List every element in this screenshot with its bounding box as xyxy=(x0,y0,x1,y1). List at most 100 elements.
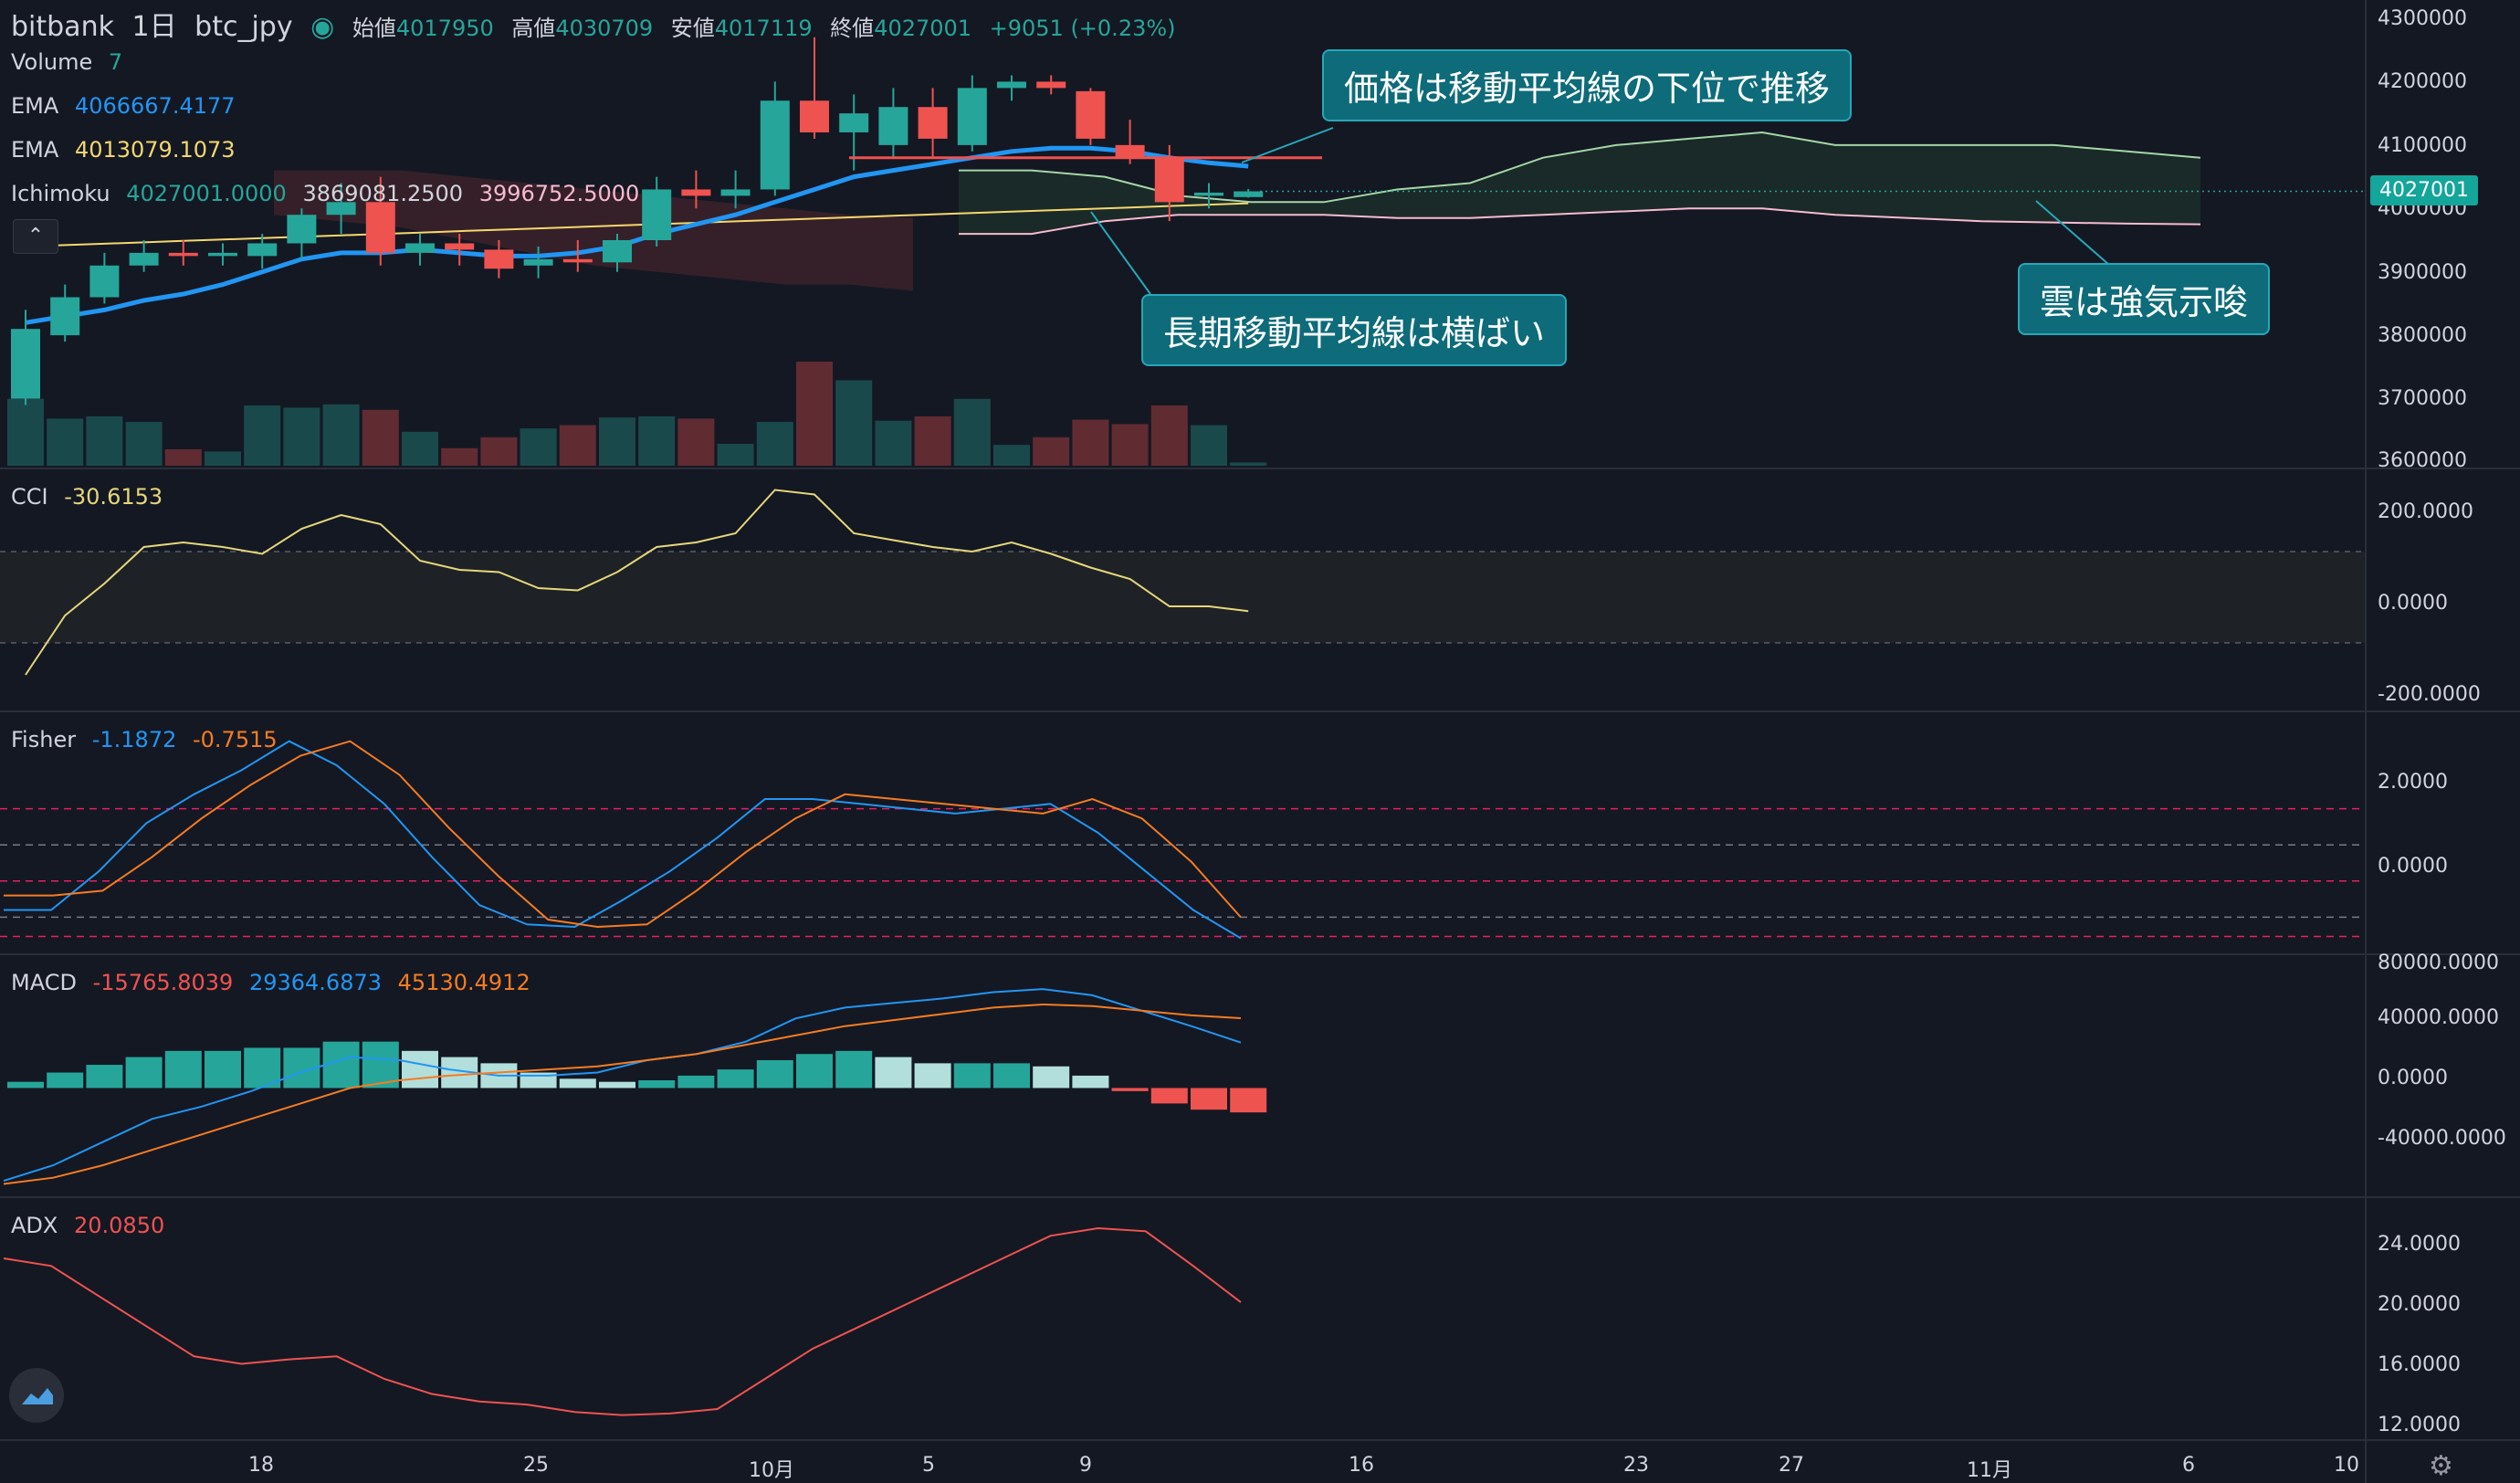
macd-signal-line xyxy=(3,1003,1242,1185)
candle-body xyxy=(760,100,790,190)
candle-body xyxy=(1076,90,1106,139)
candle-body xyxy=(1115,144,1145,158)
adx-chart[interactable] xyxy=(0,1198,2365,1439)
cci-line xyxy=(25,489,1249,676)
fisher-axis[interactable]: 2.0000 0.0000 xyxy=(2367,712,2520,953)
candle-body xyxy=(1036,81,1066,89)
fisher-pane[interactable] xyxy=(0,712,2365,953)
macd-axis[interactable]: 80000.0000 40000.0000 0.0000 -40000.0000 xyxy=(2367,952,2520,1196)
volume-legend-name: Volume xyxy=(11,49,93,75)
price-axis[interactable]: 4300000 4200000 4100000 4000000 3900000 … xyxy=(2367,0,2520,472)
callout-pointer xyxy=(1241,127,1334,163)
macd-chart[interactable] xyxy=(0,955,2365,1196)
macd-histogram-bar xyxy=(164,1050,202,1089)
time-tick: 16 xyxy=(1349,1454,1374,1477)
ema-slow-legend[interactable]: EMA 4013079.1073 xyxy=(11,137,245,163)
adx-axis[interactable]: 24.0000 20.0000 16.0000 12.0000 xyxy=(2367,1198,2520,1439)
macd-legend-value-3: 45130.4912 xyxy=(397,970,530,995)
volume-bar xyxy=(638,416,676,466)
adx-legend[interactable]: ADX 20.0850 xyxy=(11,1213,173,1238)
cci-legend-value: -30.6153 xyxy=(64,484,163,510)
time-tick: 27 xyxy=(1779,1454,1804,1477)
callout-price-below-ma[interactable]: 価格は移動平均線の下位で推移 xyxy=(1322,49,1853,121)
candle-body xyxy=(957,88,987,145)
cci-legend[interactable]: CCI -30.6153 xyxy=(11,484,172,510)
macd-histogram-bar xyxy=(559,1078,596,1089)
time-tick: 6 xyxy=(2182,1454,2195,1477)
macd-histogram-bar xyxy=(1230,1088,1267,1113)
price-pane[interactable] xyxy=(0,0,2365,468)
low-value: 4017119 xyxy=(714,16,813,41)
volume-bar xyxy=(362,409,399,466)
volume-legend[interactable]: Volume 7 xyxy=(11,49,131,75)
macd-tick: 80000.0000 xyxy=(2378,952,2499,974)
symbol-name[interactable]: btc_jpy xyxy=(194,11,293,43)
macd-tick: -40000.0000 xyxy=(2378,1127,2506,1150)
settings-gear-icon[interactable]: ⚙ xyxy=(2429,1450,2453,1482)
time-tick: 25 xyxy=(523,1454,549,1477)
ema-fast-legend[interactable]: EMA 4066667.4177 xyxy=(11,93,245,119)
ichimoku-legend-name: Ichimoku xyxy=(11,181,110,206)
macd-pane[interactable] xyxy=(0,955,2365,1196)
candle-body xyxy=(405,243,435,253)
adx-legend-value: 20.0850 xyxy=(73,1213,165,1238)
fisher-line xyxy=(4,740,1242,940)
fisher-tick: 2.0000 xyxy=(2378,771,2448,794)
volume-bar xyxy=(402,431,438,466)
pane-separator[interactable] xyxy=(0,710,2520,712)
price-tick: 4200000 xyxy=(2378,70,2467,93)
low-label: 安値 xyxy=(670,16,715,41)
exchange-name[interactable]: bitbank xyxy=(11,11,114,43)
price-tick: 4100000 xyxy=(2378,134,2467,157)
volume-bar xyxy=(1111,424,1149,466)
ichimoku-legend[interactable]: Ichimoku 4027001.0000 3869081.2500 39967… xyxy=(11,181,648,206)
callout-long-ma-flat[interactable]: 長期移動平均線は横ばい xyxy=(1141,294,1568,366)
volume-bar xyxy=(953,398,991,466)
ichimoku-legend-value-2: 3869081.2500 xyxy=(302,181,464,206)
adx-legend-name: ADX xyxy=(11,1213,58,1238)
volume-bar xyxy=(7,398,44,466)
candle-body xyxy=(918,107,948,139)
interval[interactable]: 1日 xyxy=(131,11,177,43)
fisher-legend-value-2: -0.7515 xyxy=(193,727,278,752)
cci-tick: 0.0000 xyxy=(2378,592,2448,615)
callout-pointer xyxy=(1090,211,1151,295)
ema-fast-legend-name: EMA xyxy=(11,93,59,119)
tradingview-logo-icon[interactable] xyxy=(9,1368,64,1423)
macd-histogram-bar xyxy=(244,1047,281,1089)
volume-bar xyxy=(756,422,793,466)
fisher-legend[interactable]: Fisher -1.1872 -0.7515 xyxy=(11,727,287,752)
macd-histogram-bar xyxy=(1111,1088,1149,1091)
fisher-chart[interactable] xyxy=(0,712,2365,953)
macd-tick: 0.0000 xyxy=(2378,1067,2448,1089)
price-axis-separator xyxy=(2365,0,2367,1483)
pane-separator[interactable] xyxy=(0,1196,2520,1198)
symbol-header[interactable]: bitbank 1日 btc_jpy ◉ 始値4017950 高値4030709… xyxy=(11,4,1185,44)
pane-separator[interactable] xyxy=(0,468,2520,469)
volume-bar xyxy=(914,416,951,466)
price-chart[interactable] xyxy=(0,0,2365,468)
adx-pane[interactable] xyxy=(0,1198,2365,1439)
candle-body xyxy=(603,240,632,263)
volume-bar xyxy=(47,418,84,466)
adx-tick: 24.0000 xyxy=(2378,1233,2461,1256)
candle-body xyxy=(1154,157,1184,203)
candle-body xyxy=(50,297,80,336)
pane-separator[interactable] xyxy=(0,953,2520,955)
macd-legend-value-1: -15765.8039 xyxy=(92,970,234,995)
collapse-legend-button[interactable]: ⌃ xyxy=(13,219,58,254)
cci-pane[interactable] xyxy=(0,469,2365,710)
cci-chart[interactable] xyxy=(0,469,2365,710)
cci-axis[interactable]: 200.0000 0.0000 -200.0000 xyxy=(2367,469,2520,710)
ema-slow-line xyxy=(25,202,1249,247)
macd-histogram-bar xyxy=(717,1069,754,1089)
adx-tick: 20.0000 xyxy=(2378,1293,2461,1316)
price-tick: 3900000 xyxy=(2378,261,2467,284)
fisher-trigger-line xyxy=(4,740,1242,929)
macd-legend[interactable]: MACD -15765.8039 29364.6873 45130.4912 xyxy=(11,970,540,995)
candle-body xyxy=(681,189,711,196)
macd-tick: 40000.0000 xyxy=(2378,1006,2499,1029)
callout-cloud-bullish[interactable]: 雲は強気示唆 xyxy=(2018,263,2271,335)
ichimoku-cloud-bearish xyxy=(274,170,913,291)
ichimoku-legend-value-1: 4027001.0000 xyxy=(126,181,287,206)
